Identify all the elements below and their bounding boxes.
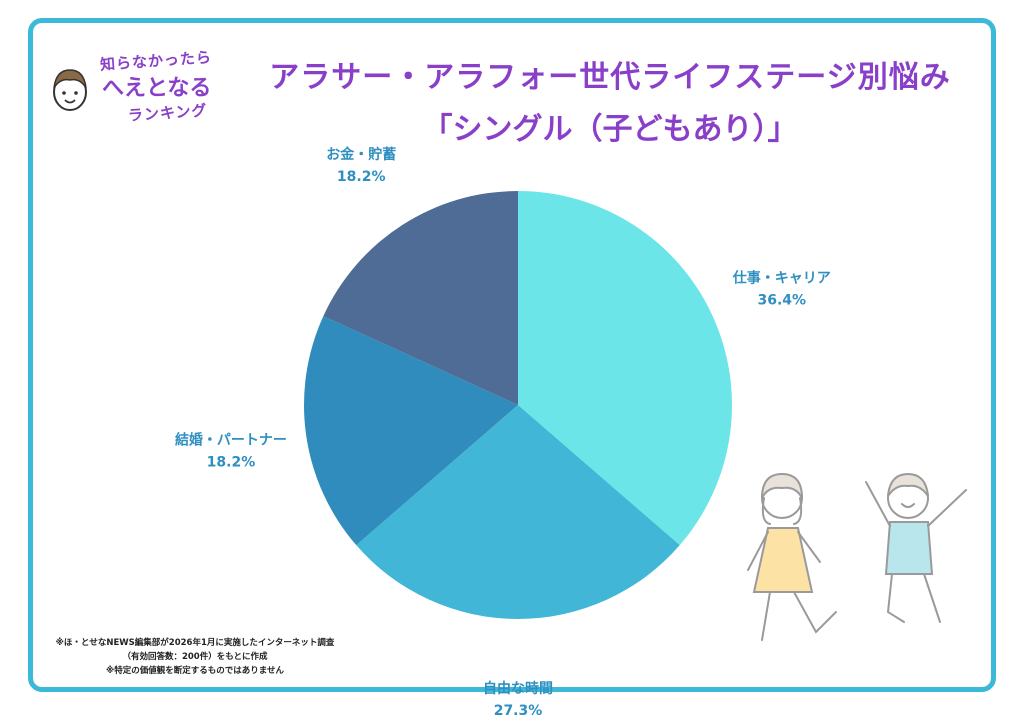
footnote: ※ほ・とせなNEWS編集部が2026年1月に実施したインターネット調査 （有効回… xyxy=(50,636,340,678)
slice-value-label: 18.2% xyxy=(207,454,256,470)
slice-label: 仕事・キャリア xyxy=(732,270,831,287)
slice-value-label: 18.2% xyxy=(337,169,386,185)
chart-title: アラサー・アラフォー世代ライフステージ別悩み 「シングル（子どもあり）」 xyxy=(240,52,980,148)
children-illustration xyxy=(747,472,967,641)
boy-figure xyxy=(865,472,967,623)
slice-label: 結婚・パートナー xyxy=(175,431,287,448)
pie-slice xyxy=(304,316,518,546)
title-main: アラサー・アラフォー世代ライフステージ別悩み xyxy=(269,60,951,95)
slice-value-label: 27.3% xyxy=(494,703,543,719)
logo: 知らなかったら へえとなる ランキング xyxy=(50,44,230,134)
boy-face-icon xyxy=(53,69,87,111)
slice-value-label: 36.4% xyxy=(758,293,807,309)
footnote-line-1: ※ほ・とせなNEWS編集部が2026年1月に実施したインターネット調査 xyxy=(55,638,335,648)
footnote-line-2: （有効回答数：200件）をもとに作成 xyxy=(122,652,268,662)
pie-slice xyxy=(356,405,680,619)
slice-label: お金・貯蓄 xyxy=(326,146,396,163)
slice-label: 自由な時間 xyxy=(483,680,553,697)
pie-slice xyxy=(518,191,732,546)
logo-line-2: へえとなる xyxy=(102,76,212,101)
pie-slice xyxy=(323,191,518,405)
girl-figure xyxy=(747,472,837,641)
title-sub: 「シングル（子どもあり）」 xyxy=(422,112,798,147)
footnote-line-3: ※特定の価値観を断定するものではありません xyxy=(105,666,284,676)
